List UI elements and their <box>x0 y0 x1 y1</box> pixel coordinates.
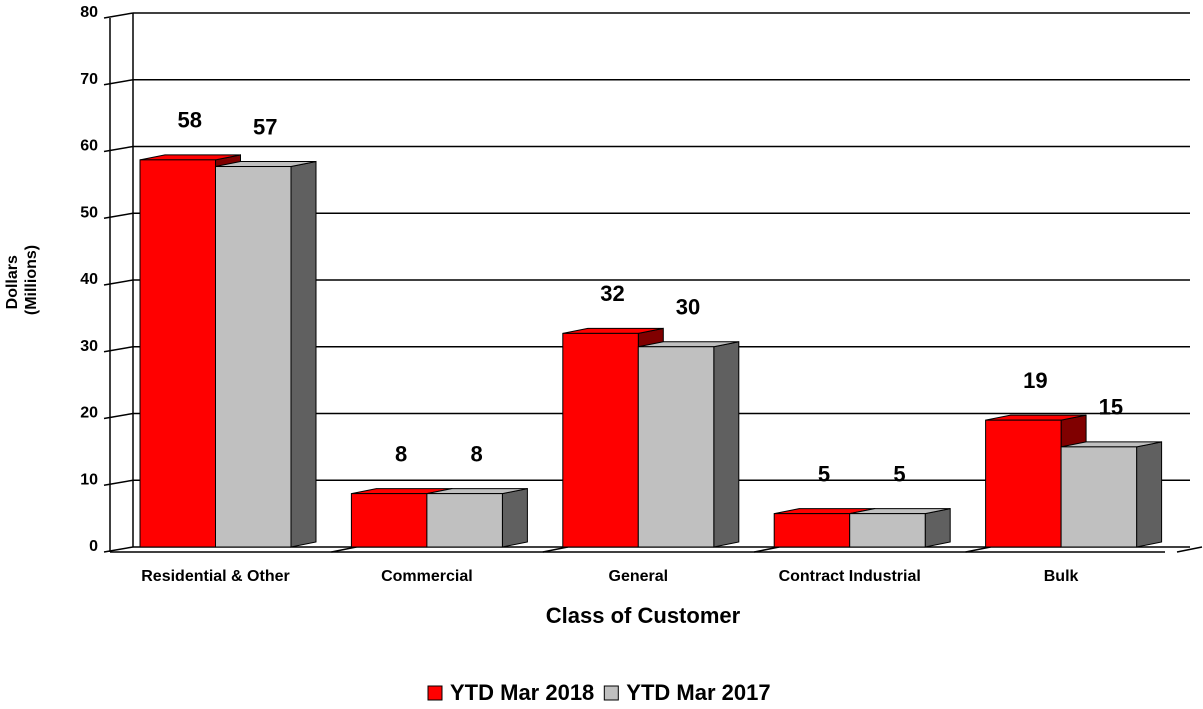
bar-side <box>290 160 317 548</box>
data-label: 5 <box>893 461 905 486</box>
data-label: 57 <box>253 114 277 139</box>
y-axis-title-line: Dollars <box>4 255 21 309</box>
bar-side <box>924 508 951 548</box>
y-tick-label: 40 <box>80 271 98 288</box>
y-tick <box>103 279 134 286</box>
y-tick <box>103 12 134 19</box>
bar-front <box>426 493 503 548</box>
data-label: 19 <box>1023 368 1047 393</box>
y-tick-label: 70 <box>80 71 98 88</box>
bar-side <box>713 341 740 548</box>
y-tick <box>103 79 134 86</box>
y-tick-label: 80 <box>80 4 98 21</box>
x-tick <box>965 546 991 553</box>
bar-front <box>215 166 292 548</box>
bar-front <box>1060 446 1138 548</box>
y-tick-label: 20 <box>80 405 98 422</box>
x-tick-label: Commercial <box>381 568 473 585</box>
bar-front <box>985 419 1062 548</box>
bar-front <box>350 493 428 548</box>
x-tick-label: Residential & Other <box>141 568 289 585</box>
y-tick-label: 50 <box>80 204 98 221</box>
y-tick <box>103 479 134 486</box>
y-tick-label: 60 <box>80 138 98 155</box>
bar-front <box>139 159 216 548</box>
x-tick <box>331 546 357 553</box>
data-label: 15 <box>1099 395 1123 420</box>
x-tick <box>542 546 568 553</box>
data-label: 5 <box>818 461 830 486</box>
y-tick-label: 10 <box>80 471 98 488</box>
legend-swatch <box>427 685 443 701</box>
bar-side <box>1136 441 1163 548</box>
x-tick-label: General <box>609 568 669 585</box>
y-tick <box>103 546 134 553</box>
y-tick <box>103 412 134 420</box>
data-label: 58 <box>178 108 202 133</box>
bar-front <box>562 332 639 548</box>
x-tick-label: Contract Industrial <box>779 568 921 585</box>
data-label: 8 <box>471 441 483 466</box>
y-tick <box>103 145 134 153</box>
y-tick <box>103 346 134 353</box>
bar <box>849 508 951 548</box>
legend-label: YTD Mar 2018 <box>450 680 594 705</box>
legend-swatch <box>603 685 619 701</box>
bar-front <box>849 513 926 548</box>
bar <box>215 160 317 548</box>
x-tick <box>1176 546 1203 553</box>
y-axis-title-line: (Millions) <box>23 245 40 315</box>
bar-side <box>501 487 528 548</box>
legend-label: YTD Mar 2017 <box>626 680 770 705</box>
data-label: 32 <box>600 281 624 306</box>
bar <box>1060 441 1163 548</box>
bar <box>637 341 740 548</box>
x-axis-title: Class of Customer <box>546 603 741 628</box>
data-label: 8 <box>395 441 407 466</box>
y-tick-label: 30 <box>80 338 98 355</box>
bar-front <box>773 513 851 548</box>
bar-front <box>637 346 715 548</box>
x-tick <box>754 546 780 553</box>
y-tick <box>103 212 134 219</box>
y-tick-label: 0 <box>89 538 98 555</box>
bar <box>426 487 528 548</box>
x-tick-label: Bulk <box>1044 568 1079 585</box>
y-axis-title: Dollars (Millions) <box>4 245 40 315</box>
data-label: 30 <box>676 295 700 320</box>
